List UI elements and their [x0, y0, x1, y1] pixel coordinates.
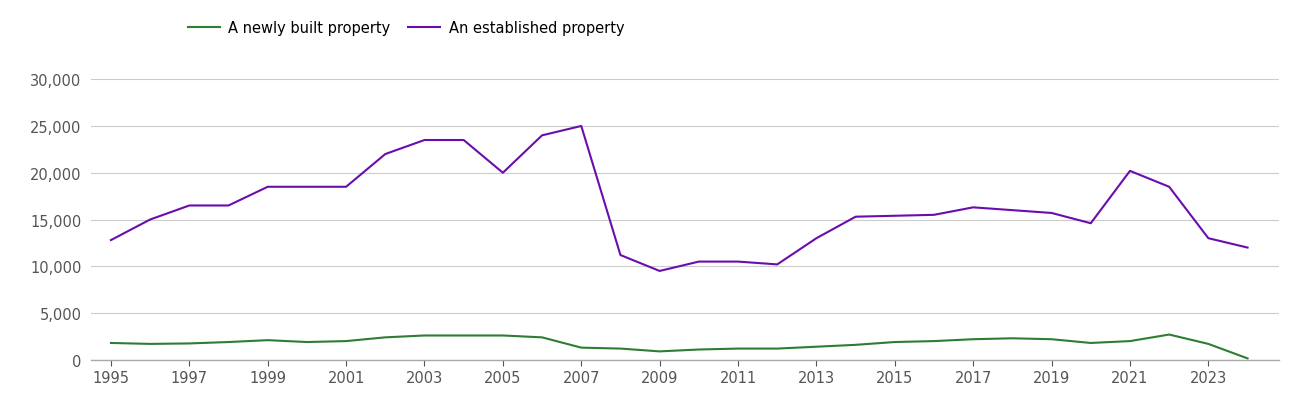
An established property	[927, 213, 942, 218]
An established property	[573, 124, 589, 129]
An established property	[731, 259, 746, 264]
A newly built property	[103, 341, 119, 346]
An established property	[495, 171, 510, 176]
An established property	[966, 205, 981, 210]
A newly built property	[1122, 339, 1138, 344]
A newly built property	[181, 341, 197, 346]
An established property	[651, 269, 667, 274]
A newly built property	[221, 340, 236, 345]
An established property	[848, 215, 864, 220]
An established property	[377, 152, 393, 157]
An established property	[103, 238, 119, 243]
An established property	[142, 218, 158, 222]
A newly built property	[495, 333, 510, 338]
Line: An established property: An established property	[111, 127, 1248, 271]
A newly built property	[848, 343, 864, 348]
An established property	[692, 259, 707, 264]
An established property	[1044, 211, 1060, 216]
An established property	[612, 253, 628, 258]
An established property	[181, 204, 197, 209]
An established property	[299, 185, 315, 190]
An established property	[416, 138, 432, 143]
An established property	[534, 133, 549, 138]
Line: A newly built property: A newly built property	[111, 335, 1248, 359]
A newly built property	[573, 345, 589, 350]
A newly built property	[1083, 341, 1099, 346]
A newly built property	[1005, 336, 1021, 341]
A newly built property	[966, 337, 981, 342]
A newly built property	[260, 338, 275, 343]
A newly built property	[534, 335, 549, 340]
An established property	[260, 185, 275, 190]
An established property	[1201, 236, 1216, 241]
A newly built property	[1044, 337, 1060, 342]
An established property	[221, 204, 236, 209]
A newly built property	[1201, 342, 1216, 346]
A newly built property	[455, 333, 471, 338]
An established property	[1161, 185, 1177, 190]
A newly built property	[887, 340, 903, 345]
A newly built property	[416, 333, 432, 338]
A newly built property	[651, 349, 667, 354]
A newly built property	[142, 342, 158, 346]
A newly built property	[377, 335, 393, 340]
Legend: A newly built property, An established property: A newly built property, An established p…	[181, 15, 630, 41]
An established property	[809, 236, 825, 241]
A newly built property	[299, 340, 315, 345]
An established property	[1122, 169, 1138, 174]
An established property	[1083, 221, 1099, 226]
A newly built property	[612, 346, 628, 351]
An established property	[770, 262, 786, 267]
An established property	[455, 138, 471, 143]
A newly built property	[731, 346, 746, 351]
A newly built property	[1240, 356, 1255, 361]
A newly built property	[927, 339, 942, 344]
An established property	[1240, 245, 1255, 250]
A newly built property	[692, 347, 707, 352]
An established property	[338, 185, 354, 190]
An established property	[887, 214, 903, 219]
A newly built property	[770, 346, 786, 351]
An established property	[1005, 208, 1021, 213]
A newly built property	[1161, 332, 1177, 337]
A newly built property	[338, 339, 354, 344]
A newly built property	[809, 344, 825, 349]
